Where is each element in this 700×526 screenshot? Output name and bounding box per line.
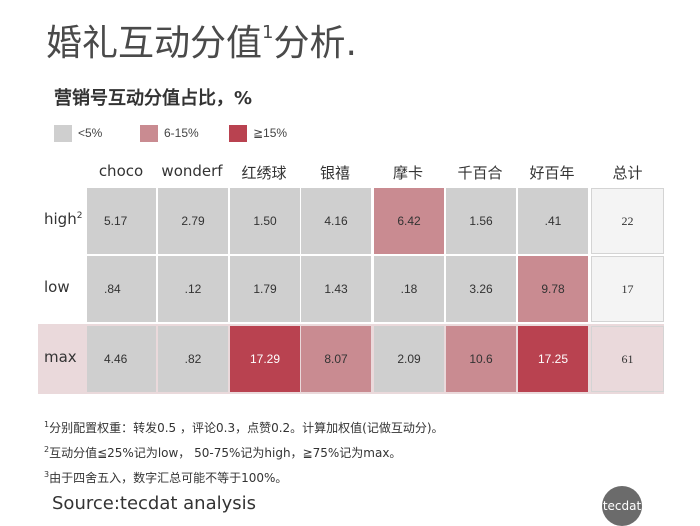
row-label-high: high2 (44, 210, 83, 228)
source-text: Source:tecdat analysis (52, 493, 257, 514)
table-cell: .82 (158, 326, 228, 392)
table-cell: .41 (518, 188, 588, 254)
total-cell: 61 (591, 326, 664, 392)
row-label-max: max (44, 348, 77, 366)
table-cell: 17.29 (230, 326, 300, 392)
table-cell: 8.07 (301, 326, 371, 392)
table-cell: 3.26 (446, 256, 516, 322)
table-cell: .84 (87, 256, 156, 322)
table-cell: 5.17 (87, 188, 156, 254)
table-cell: .12 (158, 256, 228, 322)
table-cell: 17.25 (518, 326, 588, 392)
table-cell: 1.50 (230, 188, 300, 254)
column-header-4: 银禧 (319, 164, 350, 182)
legend-label-low: <5% (78, 126, 103, 140)
legend-label-mid: 6-15% (164, 126, 199, 140)
footnote-2: 2互动分值≦25%记为low， 50-75%记为high，≧75%记为max。 (44, 445, 402, 460)
chart-title: 营销号互动分值占比，% (54, 88, 253, 109)
table-cell: .18 (374, 256, 444, 322)
table-cell: 10.6 (446, 326, 516, 392)
footnotes: 1分别配置权重：转发0.5 ，评论0.3，点赞0.2。计算加权值(记做互动分)。… (44, 414, 444, 489)
column-header-6: 千百合 (457, 164, 503, 182)
column-header-5: 摩卡 (392, 164, 423, 182)
row-label-low: low (44, 278, 70, 296)
column-header-total: 总计 (612, 164, 643, 182)
total-cell: 22 (591, 188, 664, 254)
footnote-3: 3由于四舍五入，数字汇总可能不等于100%。 (44, 470, 288, 485)
table-cell: 4.16 (301, 188, 371, 254)
legend-item-low: <5% (54, 124, 102, 142)
table-cell: 6.42 (374, 188, 444, 254)
total-cell: 17 (591, 256, 664, 322)
legend-item-high: ≧15% (229, 124, 287, 142)
table-cell: 2.09 (374, 326, 444, 392)
table-cell: 2.79 (158, 188, 228, 254)
table-cell: 9.78 (518, 256, 588, 322)
column-header-3: 红绣球 (241, 164, 287, 182)
column-header-7: 好百年 (529, 164, 575, 182)
table-cell: 1.43 (301, 256, 371, 322)
table-cell: 1.79 (230, 256, 300, 322)
column-header-2: wonderf (161, 162, 223, 180)
legend-item-mid: 6-15% (140, 124, 199, 142)
footnote-1: 1分别配置权重：转发0.5 ，评论0.3，点赞0.2。计算加权值(记做互动分)。 (44, 420, 444, 435)
column-header-1: choco (98, 162, 144, 180)
table-cell: 1.56 (446, 188, 516, 254)
page-title: 婚礼互动分值1分析. (46, 22, 357, 64)
tecdat-logo: tecdat (602, 486, 642, 526)
legend-swatch-mid (140, 124, 158, 142)
legend-swatch-high (229, 124, 247, 142)
table-cell: 4.46 (87, 326, 156, 392)
legend-swatch-low (54, 124, 72, 142)
legend-label-high: ≧15% (253, 126, 288, 140)
